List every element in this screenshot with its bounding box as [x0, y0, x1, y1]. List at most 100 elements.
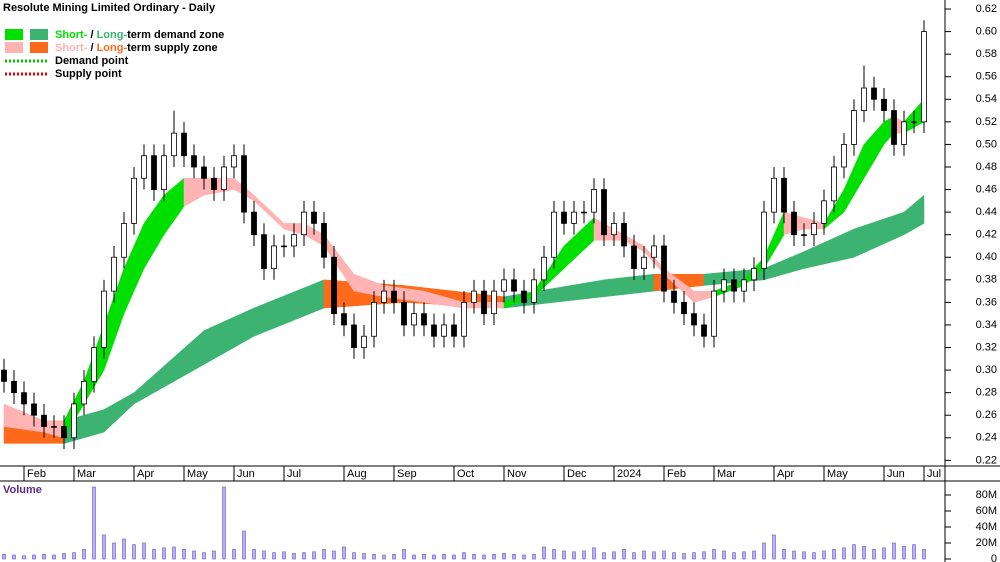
volume-bar: [62, 553, 66, 560]
volume-bar: [32, 554, 36, 560]
volume-bar: [232, 549, 236, 560]
candle-body: [631, 245, 637, 269]
candle-body: [71, 403, 77, 439]
x-tick-label: Apr: [137, 468, 154, 480]
candle-body: [411, 313, 417, 326]
candle-body: [751, 268, 757, 281]
volume-bar: [252, 549, 256, 560]
volume-bar: [212, 550, 216, 560]
candle-body: [211, 177, 217, 190]
legend-text: Long-: [97, 42, 128, 54]
legend-label: Short- / Long-term supply zone: [55, 42, 218, 54]
candle-body: [561, 211, 567, 224]
candle-body: [791, 211, 797, 236]
candle-body: [461, 301, 467, 337]
volume-bar: [372, 553, 376, 560]
volume-bar: [772, 534, 776, 560]
candle-body: [841, 144, 847, 168]
volume-bar: [492, 553, 496, 560]
candle-body: [41, 414, 47, 427]
volume-bar: [292, 553, 296, 560]
volume-bar: [902, 545, 906, 560]
y-tick-label: 0.46: [976, 183, 997, 195]
candle-body: [441, 324, 447, 337]
candle-body: [371, 301, 377, 337]
y-tick-label: 0.42: [976, 229, 997, 241]
candle-body: [501, 279, 507, 292]
y-tick-label: 0.54: [976, 93, 997, 105]
candle-body: [511, 279, 517, 292]
y-tick-label: 0.30: [976, 364, 997, 376]
volume-bar: [412, 554, 416, 560]
candle-body: [571, 211, 577, 224]
legend-swatch: [30, 42, 48, 53]
legend-label: Short- / Long-term demand zone: [55, 29, 224, 41]
volume-bar: [92, 486, 96, 560]
y-tick-label: 0.48: [976, 161, 997, 173]
volume-bar: [722, 550, 726, 560]
candle-body: [321, 223, 327, 258]
legend-label: Supply point: [55, 68, 122, 80]
legend-text: term supply zone: [127, 42, 217, 54]
volume-bar: [782, 549, 786, 560]
chart-title: Resolute Mining Limited Ordinary - Daily: [3, 2, 216, 14]
bands: [3, 98, 925, 444]
volume-bar: [742, 551, 746, 560]
volume-bar: [892, 542, 896, 560]
candle-body: [811, 223, 817, 236]
volume-bar: [692, 552, 696, 560]
volume-bar: [382, 554, 386, 560]
volume-bar: [682, 553, 686, 560]
candle-body: [551, 211, 557, 258]
volume-bar: [672, 552, 676, 560]
y-tick-label: 0.38: [976, 274, 997, 286]
volume-bar: [462, 552, 466, 560]
candle-body: [421, 313, 427, 326]
volume-bar: [832, 549, 836, 560]
long-band-segment: [903, 194, 925, 236]
x-tick-label: Jul: [927, 468, 941, 480]
volume-bar: [42, 553, 46, 560]
volume-bar: [532, 553, 536, 560]
volume-bar: [582, 550, 586, 560]
candle-body: [771, 177, 777, 213]
volume-bar: [702, 551, 706, 560]
candle-body: [451, 324, 457, 337]
volume-bar: [172, 546, 176, 560]
volume-bar: [272, 552, 276, 560]
x-tick-label: Mar: [717, 468, 736, 480]
y-tick-label: 0.50: [976, 138, 997, 150]
volume-bars: [2, 486, 926, 560]
y-tick-label: 0.36: [976, 296, 997, 308]
volume-bar: [862, 545, 866, 560]
volume-bar: [822, 550, 826, 560]
candle-body: [541, 256, 547, 281]
volume-bar: [632, 552, 636, 560]
x-tick-label: Mar: [77, 468, 96, 480]
volume-bar: [512, 553, 516, 560]
volume-bar: [712, 549, 716, 560]
candle-body: [31, 403, 37, 416]
y-tick-label: 0.24: [976, 432, 997, 444]
candle-body: [401, 301, 407, 326]
candle-body: [701, 324, 707, 337]
x-tick-label: Jul: [287, 468, 301, 480]
candle-body: [181, 132, 187, 157]
candle-body: [661, 245, 667, 292]
candle-body: [871, 87, 877, 100]
candle-body: [621, 223, 627, 247]
candle-body: [711, 290, 717, 337]
legend-text: Short-: [55, 29, 88, 41]
volume-bar: [552, 549, 556, 560]
y-tick-label: 40M: [976, 521, 997, 533]
candle-body: [471, 290, 477, 303]
candle-body: [851, 110, 857, 145]
candle-body: [391, 290, 397, 303]
candle-body: [611, 223, 617, 236]
volume-bar: [222, 486, 226, 560]
volume-bar: [482, 554, 486, 560]
candle-body: [881, 98, 887, 111]
candle-body: [231, 155, 237, 168]
